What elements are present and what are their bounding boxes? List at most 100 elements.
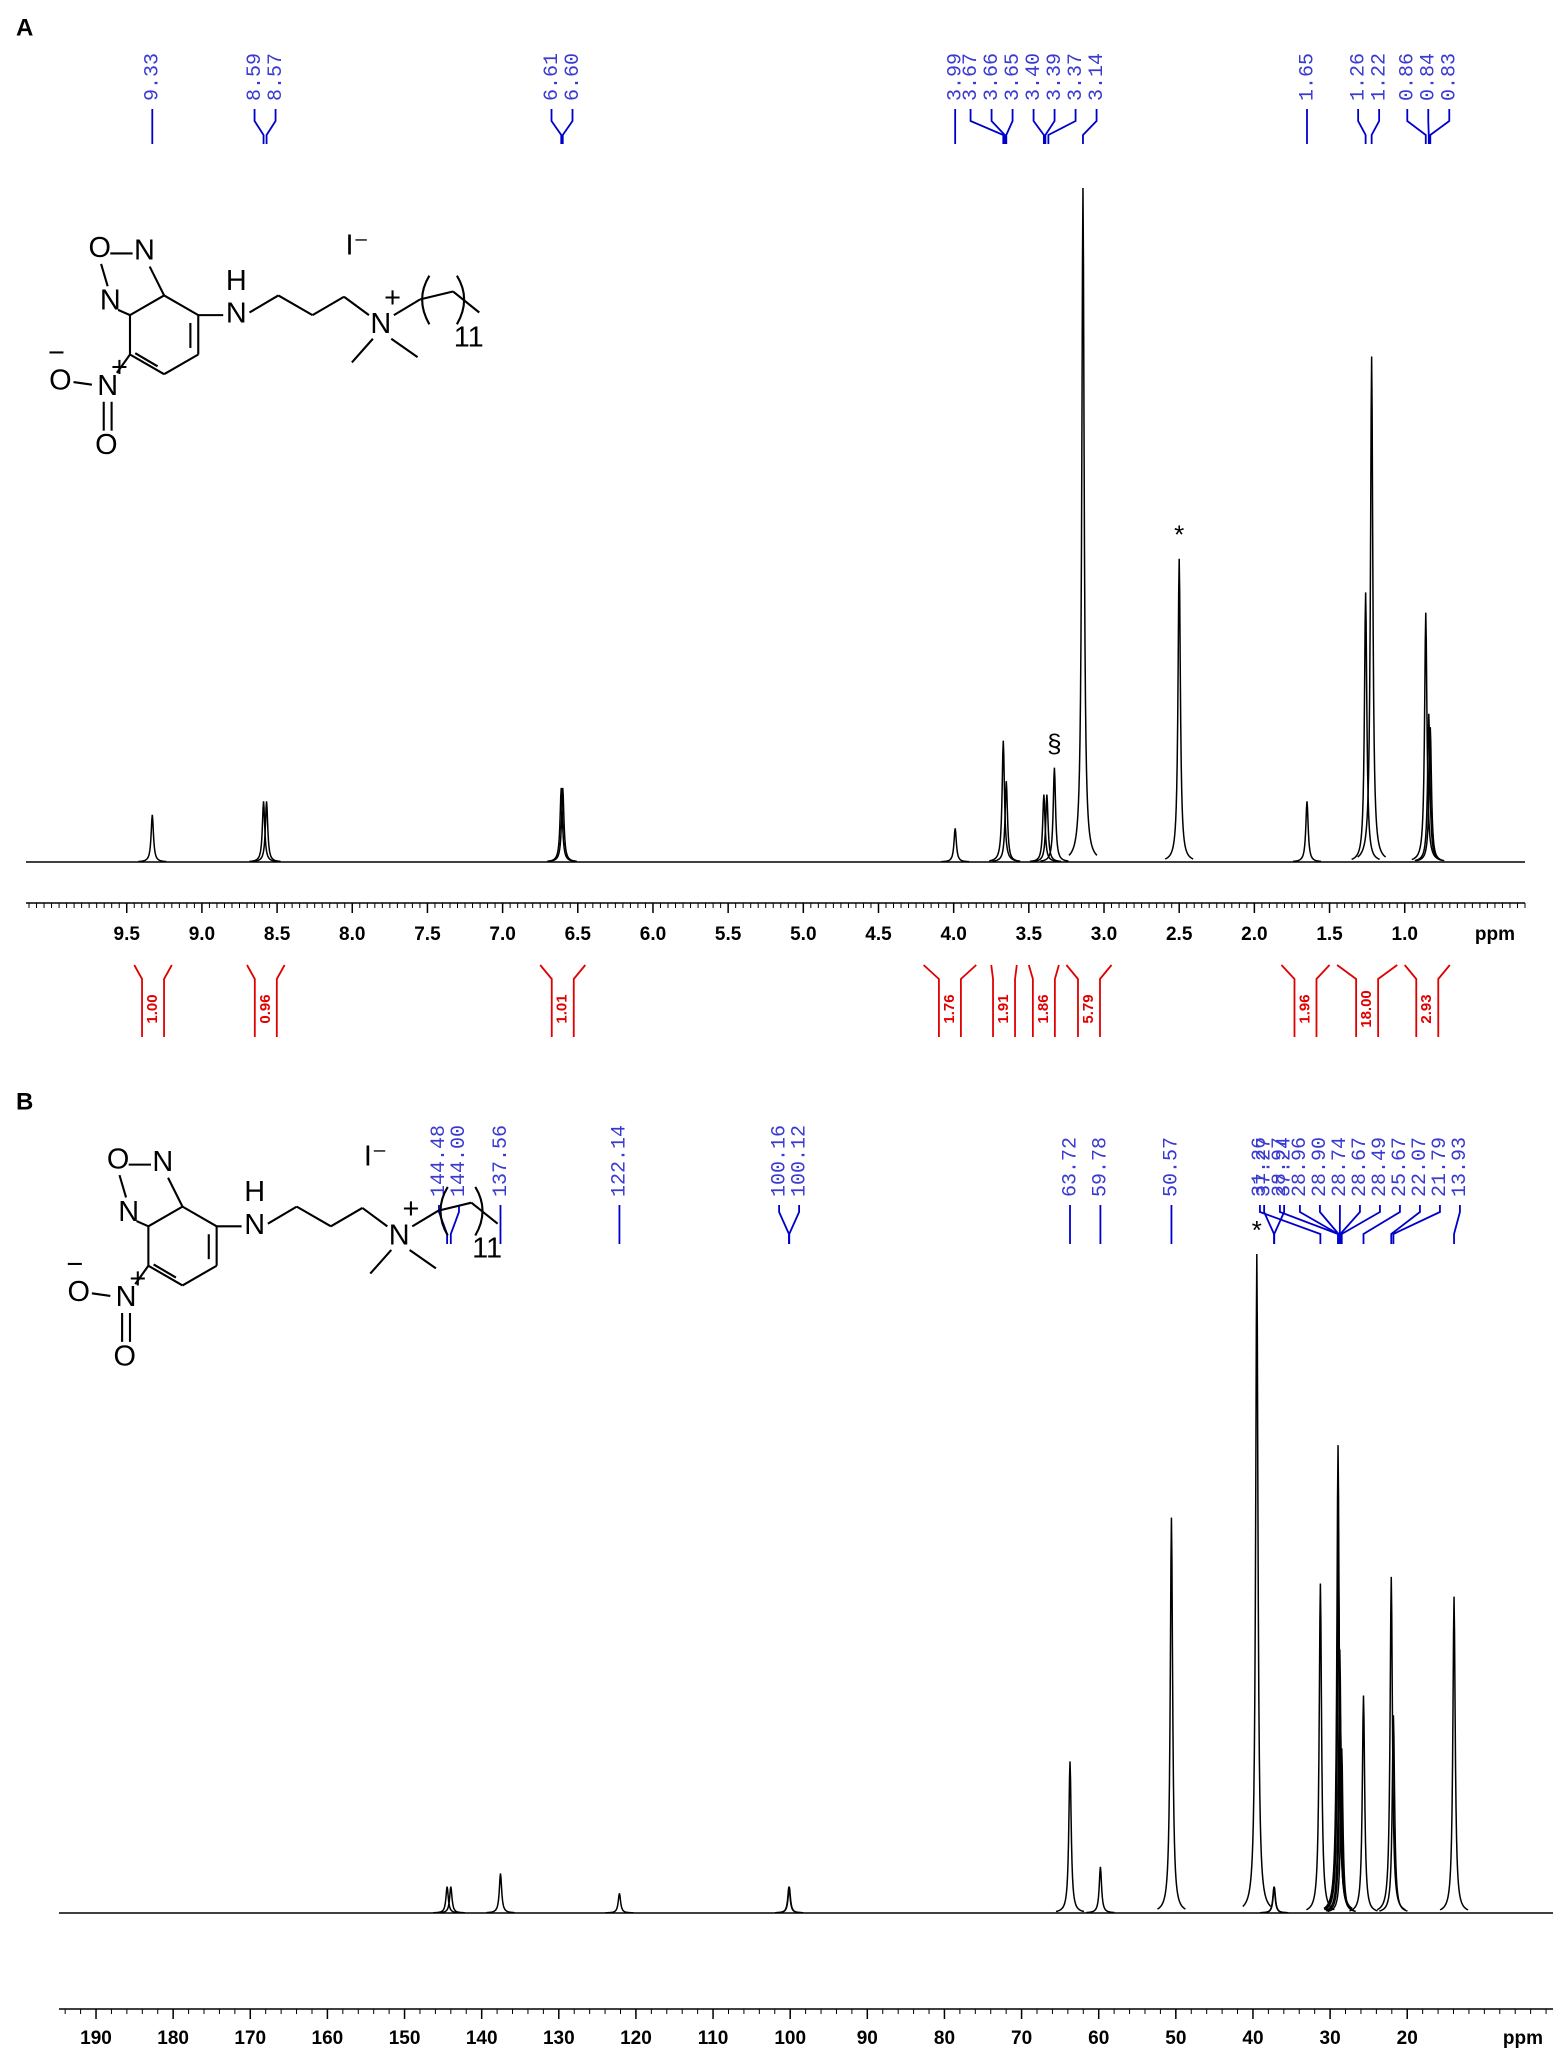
integral-bracket	[990, 964, 994, 1037]
shift-label: 6.61	[541, 53, 564, 101]
x-tick-label: 7.0	[489, 924, 515, 945]
shift-label: 13.93	[1449, 1137, 1472, 1197]
shift-label: 28.97	[1269, 1137, 1292, 1197]
shift-connector	[1453, 1205, 1461, 1244]
peak	[775, 1886, 804, 1914]
shift-label: 8.59	[244, 53, 267, 101]
bond	[100, 263, 109, 287]
shift-connector	[1047, 109, 1077, 144]
x-tick-label: 20	[1397, 2028, 1418, 2049]
integral-label: 1.01	[554, 994, 571, 1023]
x-tick-label: 30	[1320, 2028, 1341, 2049]
shift-connector	[788, 1205, 801, 1244]
bond	[296, 1205, 332, 1228]
bond	[134, 1265, 150, 1285]
bond	[136, 1220, 149, 1228]
bond	[147, 1205, 184, 1228]
shift-label: 31.26	[1249, 1137, 1272, 1197]
peak	[138, 814, 167, 863]
bond	[129, 294, 165, 317]
shift-connector	[1357, 109, 1367, 144]
shift-label: 1.26	[1347, 53, 1370, 101]
atom-label: N	[118, 1196, 139, 1228]
shift-connector	[1339, 1205, 1361, 1244]
bond	[438, 1201, 472, 1212]
bond	[181, 1264, 218, 1287]
atom-label: O	[49, 365, 71, 397]
x-tick-label: 1.5	[1316, 924, 1343, 945]
bond	[116, 353, 131, 374]
peak	[1040, 767, 1069, 862]
bond	[390, 337, 419, 358]
atom-label: H	[226, 265, 247, 297]
shift-connector	[1259, 1205, 1322, 1244]
bond	[369, 1249, 393, 1275]
x-tick-label: 120	[620, 2028, 652, 2049]
peak	[1242, 1253, 1272, 1908]
bond	[148, 266, 166, 296]
shift-connector	[550, 109, 563, 144]
integral-bracket	[1014, 964, 1018, 1037]
bond	[411, 1209, 440, 1228]
annotation: §	[1047, 729, 1061, 759]
shift-label: 8.57	[265, 53, 288, 101]
shift-label: 144.48	[428, 1125, 451, 1197]
atom-label: 11	[454, 321, 484, 353]
shift-label: 3.66	[981, 53, 1004, 101]
atom-label: −	[48, 337, 65, 369]
x-tick-label: 6.5	[565, 924, 592, 945]
x-tick-label: 90	[857, 2028, 878, 2049]
bond	[343, 295, 370, 316]
bond	[361, 1207, 388, 1228]
peak	[1292, 801, 1322, 863]
x-tick-label: 9.0	[189, 924, 215, 945]
shift-label: 100.12	[788, 1125, 811, 1197]
atom-label: +	[384, 282, 401, 314]
shift-label: 28.67	[1349, 1137, 1372, 1197]
bracket	[456, 275, 466, 325]
integral-bracket	[1437, 964, 1451, 1037]
peak	[1439, 1596, 1469, 1911]
x-tick-label: 180	[157, 2028, 189, 2049]
x-tick-label: 150	[389, 2028, 421, 2049]
x-tick-label: 60	[1088, 2028, 1109, 2049]
shift-label: 1.65	[1296, 53, 1319, 101]
x-tick-label: 190	[80, 2028, 112, 2049]
shift-label: 3.14	[1086, 53, 1109, 101]
bond	[248, 294, 279, 314]
annotation: *	[1252, 1215, 1262, 1245]
peak	[605, 1893, 634, 1914]
shift-label: 28.49	[1369, 1137, 1392, 1197]
x-tick-label: 5.5	[715, 924, 742, 945]
peak	[941, 828, 970, 863]
bond	[73, 381, 93, 386]
integral-label: 5.79	[1080, 994, 1097, 1023]
shift-connector	[1427, 109, 1430, 144]
integral-bracket	[163, 964, 173, 1037]
peak	[548, 787, 577, 863]
integral-bracket	[246, 964, 256, 1037]
x-tick-label: 40	[1242, 2028, 1263, 2049]
x-tick-label: 100	[774, 2028, 806, 2049]
peak	[252, 801, 281, 863]
annotation: *	[1174, 520, 1184, 550]
shift-connector	[1005, 109, 1014, 144]
shift-label: 3.67	[960, 53, 983, 101]
x-tick-label: 4.5	[865, 924, 892, 945]
integral-label: 1.96	[1296, 994, 1313, 1023]
peak	[992, 781, 1021, 862]
shift-label: 3.37	[1065, 53, 1088, 101]
shift-connector	[778, 1205, 790, 1244]
shift-label: 63.72	[1059, 1137, 1082, 1197]
peak	[1068, 187, 1098, 856]
shift-connector	[1406, 109, 1427, 144]
shift-label: 122.14	[609, 1125, 632, 1197]
shift-label: 28.96	[1289, 1137, 1312, 1197]
bond	[470, 1201, 499, 1225]
x-tick-label: 110	[698, 2028, 729, 2049]
bracket	[439, 1186, 449, 1237]
shift-connector	[1279, 1205, 1339, 1244]
shift-label: 22.07	[1409, 1137, 1432, 1197]
bond	[134, 352, 159, 368]
bond	[147, 1264, 184, 1287]
